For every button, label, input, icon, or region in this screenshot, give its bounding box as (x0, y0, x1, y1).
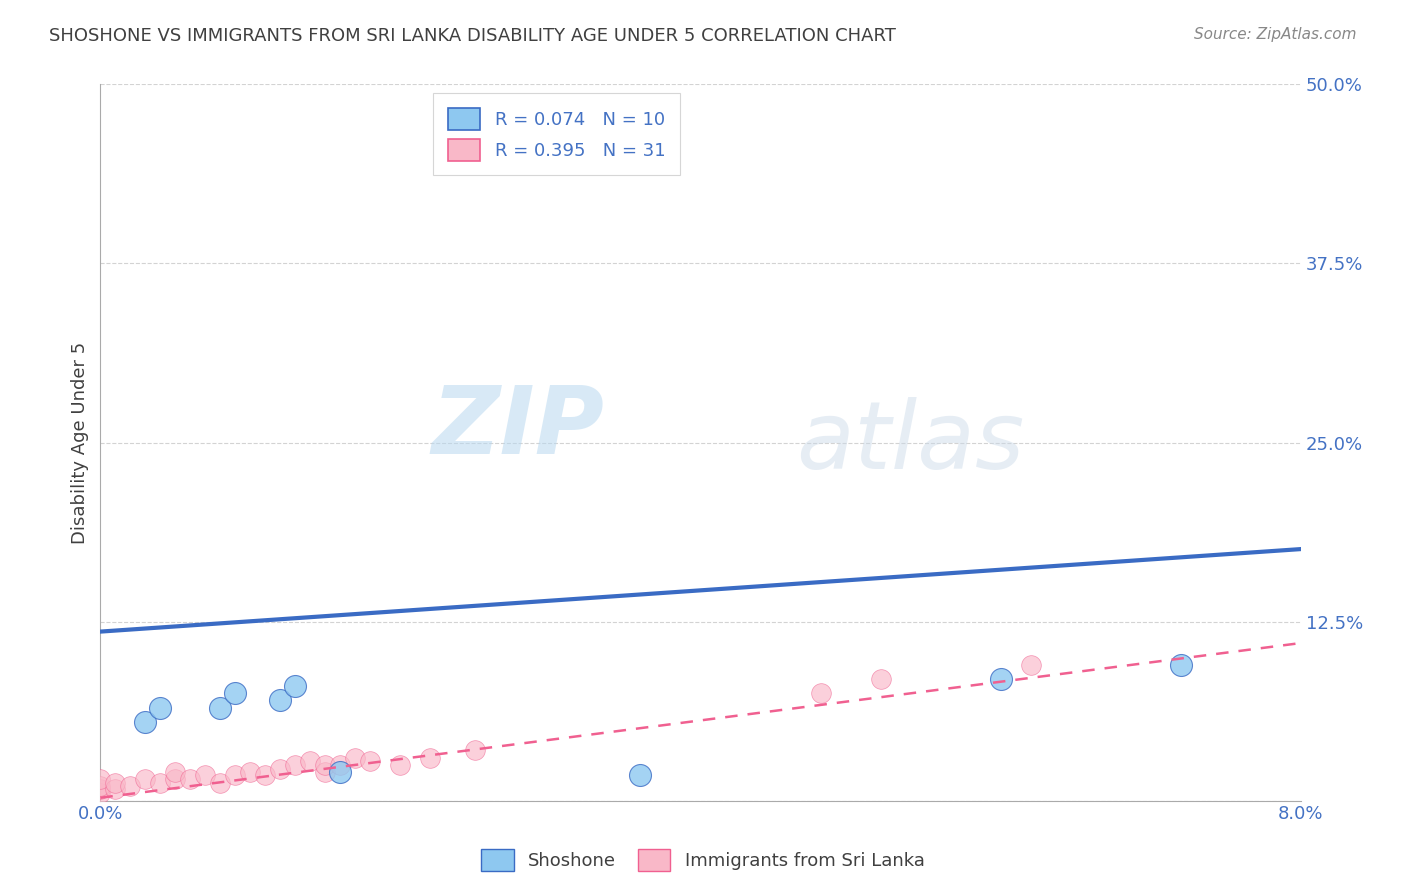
Point (269, 693, 291, 707)
Point (89, 782, 111, 797)
Point (464, 743, 486, 757)
Point (239, 764, 262, 779)
Point (134, 772, 156, 786)
Point (209, 776, 232, 790)
Point (194, 768, 217, 782)
Point (165, 764, 187, 779)
Point (284, 679, 307, 693)
Point (299, 754, 322, 768)
Point (329, 764, 352, 779)
Legend: R = 0.074   N = 10, R = 0.395   N = 31: R = 0.074 N = 10, R = 0.395 N = 31 (433, 94, 681, 176)
Point (89, 779, 111, 793)
Point (1170, 657, 1192, 672)
Point (149, 700, 172, 714)
Point (990, 672, 1012, 686)
Point (419, 750, 441, 764)
Point (869, 672, 891, 686)
Point (179, 772, 201, 786)
Point (224, 686, 246, 700)
Text: atlas: atlas (797, 397, 1025, 488)
Point (329, 757, 352, 772)
Point (810, 686, 832, 700)
Point (1019, 657, 1042, 672)
Text: Source: ZipAtlas.com: Source: ZipAtlas.com (1194, 27, 1357, 42)
Point (314, 764, 336, 779)
Point (314, 757, 336, 772)
Y-axis label: Disability Age Under 5: Disability Age Under 5 (72, 342, 89, 543)
Point (269, 762, 291, 776)
Point (630, 768, 652, 782)
Point (209, 700, 232, 714)
Legend: Shoshone, Immigrants from Sri Lanka: Shoshone, Immigrants from Sri Lanka (474, 842, 932, 879)
Point (359, 754, 381, 768)
Point (104, 776, 127, 790)
Point (224, 768, 246, 782)
Point (284, 757, 307, 772)
Point (104, 782, 127, 797)
Point (344, 750, 367, 764)
Point (89, 772, 111, 786)
Point (149, 776, 172, 790)
Text: SHOSHONE VS IMMIGRANTS FROM SRI LANKA DISABILITY AGE UNDER 5 CORRELATION CHART: SHOSHONE VS IMMIGRANTS FROM SRI LANKA DI… (49, 27, 896, 45)
Point (165, 772, 187, 786)
Point (89, 787, 111, 801)
Point (120, 779, 142, 793)
Point (254, 768, 277, 782)
Point (134, 714, 156, 729)
Text: ZIP: ZIP (432, 382, 605, 475)
Point (389, 757, 412, 772)
